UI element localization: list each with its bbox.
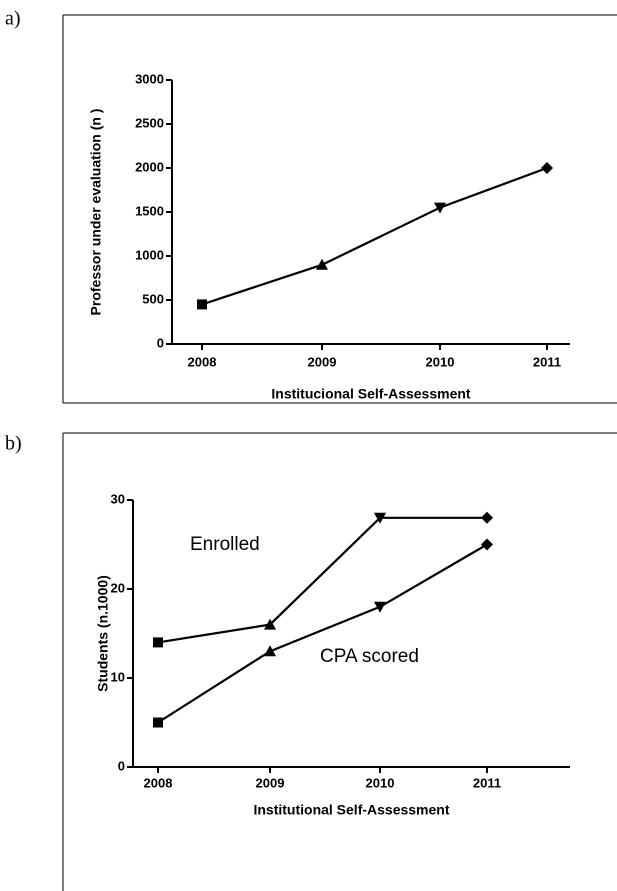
series-line [201,166,548,306]
y-tick-label: 20 [111,580,125,595]
marker [374,601,386,613]
marker [153,717,163,728]
y-tick-label: 10 [111,669,125,684]
y-tick-label: 0 [118,758,125,773]
y-axis-label: Students (n.1000) [95,575,111,692]
x-tick-label: 2010 [426,354,455,369]
x-tick-label: 2011 [473,775,501,790]
marker [264,645,276,657]
x-tick-label: 2008 [144,775,173,790]
series-label: CPA scored [320,646,419,667]
y-tick-label: 2000 [135,159,164,174]
marker [481,511,493,524]
x-tick-label: 2009 [308,354,337,369]
y-tick-label: 3000 [135,71,164,86]
marker [264,618,276,630]
marker [434,202,446,214]
marker [316,258,328,270]
marker [153,637,163,648]
panel-label: b) [5,433,22,455]
y-tick-label: 500 [142,291,164,306]
y-tick-label: 1000 [135,247,164,262]
series-line [157,543,488,724]
y-tick-label: 2500 [135,115,164,130]
x-axis-label: Institucional Self-Assessment [271,386,471,402]
x-axis-label: Institutional Self-Assessment [253,802,449,818]
y-tick-label: 1500 [135,203,164,218]
x-tick-label: 2010 [366,775,395,790]
marker [374,512,386,524]
y-axis-label: Professor under evaluation (n ) [88,109,104,316]
series-label: Enrolled [190,534,260,555]
panel-label: a) [5,8,21,30]
y-tick-label: 0 [157,335,164,350]
series-line [157,516,487,644]
x-tick-label: 2011 [533,354,561,369]
marker [481,538,493,551]
marker [197,299,207,310]
x-tick-label: 2008 [188,354,217,369]
marker [541,162,553,174]
x-tick-label: 2009 [256,775,285,790]
y-tick-label: 30 [111,491,125,506]
